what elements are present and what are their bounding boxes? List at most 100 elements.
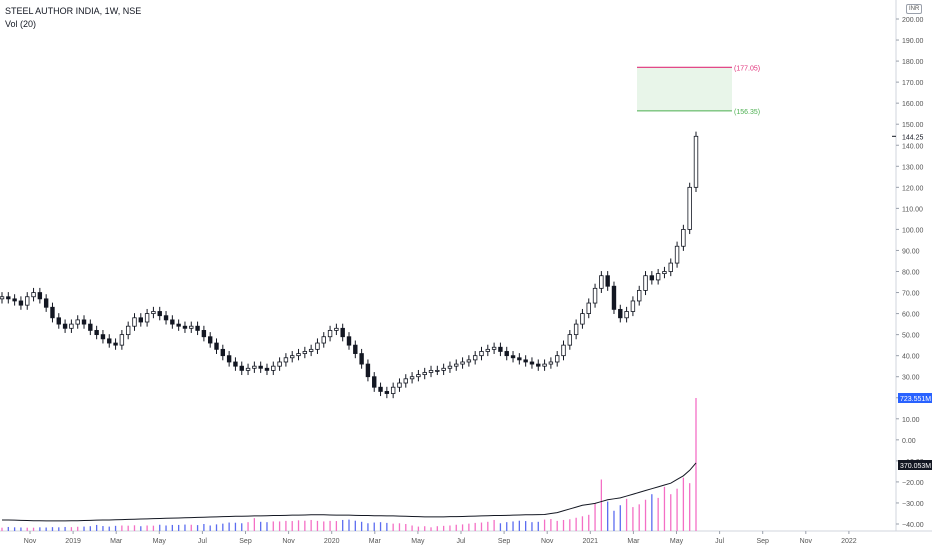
candle-up (637, 290, 642, 302)
candle-down (372, 376, 377, 388)
candle-up (119, 334, 125, 346)
candle-up (321, 336, 326, 344)
candle-down (536, 363, 541, 367)
candle-up (485, 348, 490, 352)
candle-down (504, 351, 509, 357)
x-tick-label: Mar (110, 538, 123, 545)
candle-up (542, 363, 547, 367)
x-tick-label: Mar (369, 538, 382, 545)
x-tick-label: May (411, 538, 425, 545)
candle-up (447, 365, 453, 369)
candle-down (214, 342, 219, 350)
candle-up (662, 271, 667, 275)
candle-down (346, 336, 352, 346)
candle-down (649, 275, 655, 281)
target-zone-area (637, 67, 732, 111)
y-tick-label: 200.00 (902, 17, 924, 24)
x-tick-label: Jul (457, 538, 466, 545)
candle-up (69, 323, 74, 329)
x-tick-label: Sep (756, 538, 769, 545)
candle-down (37, 292, 43, 300)
candle-down (94, 330, 99, 336)
candle-up (315, 342, 320, 350)
y-tick-label: 50.00 (902, 333, 920, 340)
y-tick-label: 40.00 (902, 354, 920, 361)
candle-down (529, 361, 535, 365)
candle-up (687, 186, 692, 230)
candle-down (353, 344, 358, 354)
candle-down (605, 275, 610, 287)
candle-up (681, 229, 686, 247)
candle-down (523, 359, 528, 363)
candle-down (378, 386, 383, 392)
candle-down (365, 363, 371, 378)
candle-down (107, 338, 112, 344)
candle-up (132, 317, 137, 327)
candle-down (517, 357, 522, 361)
candle-down (138, 317, 143, 323)
x-tick-label: 2019 (65, 538, 81, 545)
candle-down (618, 308, 623, 319)
candle-up (390, 386, 396, 394)
volume-ma-label: 370.053M (900, 463, 931, 470)
candle-up (674, 245, 680, 264)
candle-up (435, 369, 440, 372)
candle-down (510, 355, 516, 359)
candle-up (283, 357, 289, 363)
x-tick-label: Nov (282, 538, 295, 545)
candle-up (144, 313, 150, 323)
candle-up (422, 372, 427, 376)
candle-down (50, 306, 55, 319)
x-tick-label: Nov (800, 538, 813, 545)
candle-up (630, 300, 636, 312)
upper-target-label: (177.05) (734, 65, 760, 72)
volume-ma-line (2, 462, 697, 522)
candle-down (359, 353, 364, 365)
candle-down (12, 298, 17, 302)
candle-up (245, 367, 251, 371)
y-tick-label: 190.00 (902, 38, 924, 45)
candle-down (201, 330, 207, 338)
candle-down (384, 391, 390, 394)
candle-up (643, 275, 648, 291)
x-tick-label: Sep (239, 538, 252, 545)
candle-up (31, 292, 36, 298)
currency-badge: INR (906, 4, 923, 14)
candle-down (340, 327, 345, 338)
candle-down (264, 367, 270, 371)
x-tick-label: 2021 (583, 538, 599, 545)
candle-down (182, 325, 188, 329)
candle-up (491, 346, 497, 350)
candle-down (163, 315, 169, 321)
candle-down (611, 285, 617, 310)
y-tick-label: 160.00 (902, 101, 924, 108)
candle-down (195, 325, 200, 331)
y-tick-label: 30.00 (902, 375, 920, 382)
candle-up (327, 330, 333, 338)
candle-down (498, 346, 503, 352)
candle-down (220, 348, 226, 357)
y-tick-label: 80.00 (902, 270, 920, 277)
x-tick-label: Nov (24, 538, 37, 545)
candle-up (296, 353, 301, 357)
candle-up (693, 135, 699, 188)
y-tick-label: −20.00 (902, 480, 924, 487)
candle-down (6, 296, 11, 300)
x-tick-label: 2020 (324, 538, 340, 545)
candle-up (624, 311, 629, 319)
candle-up (561, 344, 566, 357)
candle-up (592, 287, 598, 304)
candle-down (239, 365, 244, 371)
candle-down (62, 323, 68, 329)
candle-up (555, 355, 560, 363)
volume-indicator-label[interactable]: Vol (20) (5, 19, 37, 29)
y-tick-label: 170.00 (902, 80, 924, 87)
candle-up (403, 378, 408, 384)
candle-up (252, 365, 257, 369)
candle-down (226, 355, 232, 363)
candle-up (308, 348, 314, 352)
candle-down (81, 319, 87, 325)
candle-down (56, 317, 61, 325)
